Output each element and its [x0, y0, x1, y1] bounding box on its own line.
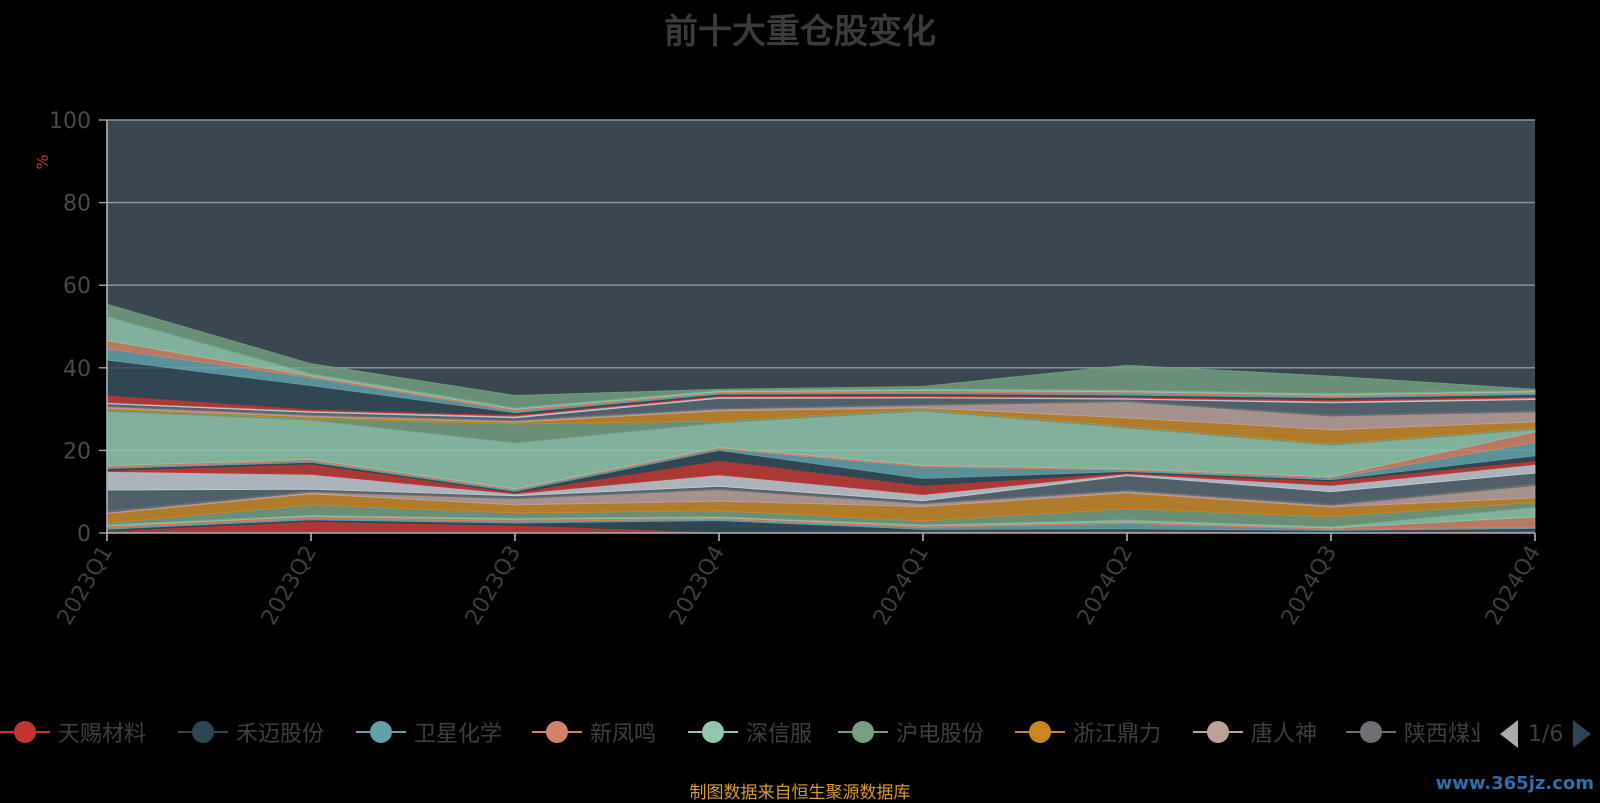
legend-label: 禾迈股份 [236, 722, 325, 747]
legend-item[interactable]: 卫星化学 [356, 712, 502, 752]
legend-item[interactable]: 唐人神 [1193, 712, 1317, 752]
legend-swatch [356, 720, 406, 744]
legend-label: 浙江鼎力 [1073, 722, 1162, 747]
x-tick-label: 2023Q4 [665, 542, 730, 630]
x-tick-label: 2024Q1 [869, 542, 934, 630]
legend-swatch [0, 720, 50, 744]
y-tick-label: 60 [63, 274, 91, 299]
legend-swatch [1346, 720, 1396, 744]
legend-label: 卫星化学 [414, 722, 503, 747]
x-tick-label: 2023Q2 [257, 542, 322, 630]
watermark: www.365jz.com [1435, 773, 1594, 794]
y-tick-label: 100 [49, 109, 91, 134]
legend-item[interactable]: 浙江鼎力 [1015, 712, 1161, 752]
legend-swatch [838, 720, 888, 744]
x-tick-label: 2024Q4 [1481, 542, 1546, 630]
legend-label: 沪电股份 [896, 722, 985, 747]
legend-item[interactable]: 天赐材料 [0, 712, 146, 752]
legend-item[interactable]: 沪电股份 [838, 712, 984, 752]
legend-swatch [178, 720, 228, 744]
legend-item[interactable]: 陕西煤业 [1346, 712, 1480, 752]
y-tick-label: 20 [63, 439, 91, 464]
y-tick-label: 80 [63, 192, 91, 217]
area-series [106, 303, 1536, 534]
legend-label: 唐人神 [1251, 722, 1318, 747]
legend-prev-page-button[interactable] [1500, 720, 1518, 748]
legend-page-indicator: 1/6 [1528, 721, 1564, 747]
legend: 天赐材料 禾迈股份 卫星化学 新凤鸣 深信服 沪电股份 浙江鼎力 唐人神 陕西煤业 [0, 712, 1480, 752]
legend-item[interactable]: 深信服 [688, 712, 812, 752]
legend-item[interactable]: 新凤鸣 [532, 712, 656, 752]
legend-swatch [1015, 720, 1065, 744]
legend-swatch [688, 720, 738, 744]
legend-item[interactable]: 禾迈股份 [178, 712, 324, 752]
y-axis-label: % [33, 154, 52, 169]
legend-label: 陕西煤业 [1404, 722, 1480, 747]
legend-label: 深信服 [746, 722, 813, 747]
x-tick-label: 2023Q3 [461, 542, 526, 630]
legend-next-page-button[interactable] [1573, 720, 1592, 748]
legend-swatch [1193, 720, 1243, 744]
legend-label: 天赐材料 [58, 722, 147, 747]
chart-title: 前十大重仓股变化 [664, 12, 936, 52]
x-tick-label: 2024Q3 [1277, 542, 1342, 630]
x-tick-label: 2023Q1 [53, 542, 118, 630]
source-note: 制图数据来自恒生聚源数据库 [689, 783, 911, 803]
legend-swatch [532, 720, 582, 744]
x-tick-label: 2024Q2 [1073, 542, 1138, 630]
legend-label: 新凤鸣 [590, 722, 657, 747]
area-series-28 [106, 303, 1536, 409]
legend-pager: 1/6 [1500, 716, 1592, 752]
y-tick-label: 40 [63, 357, 91, 382]
y-tick-label: 0 [77, 522, 91, 547]
